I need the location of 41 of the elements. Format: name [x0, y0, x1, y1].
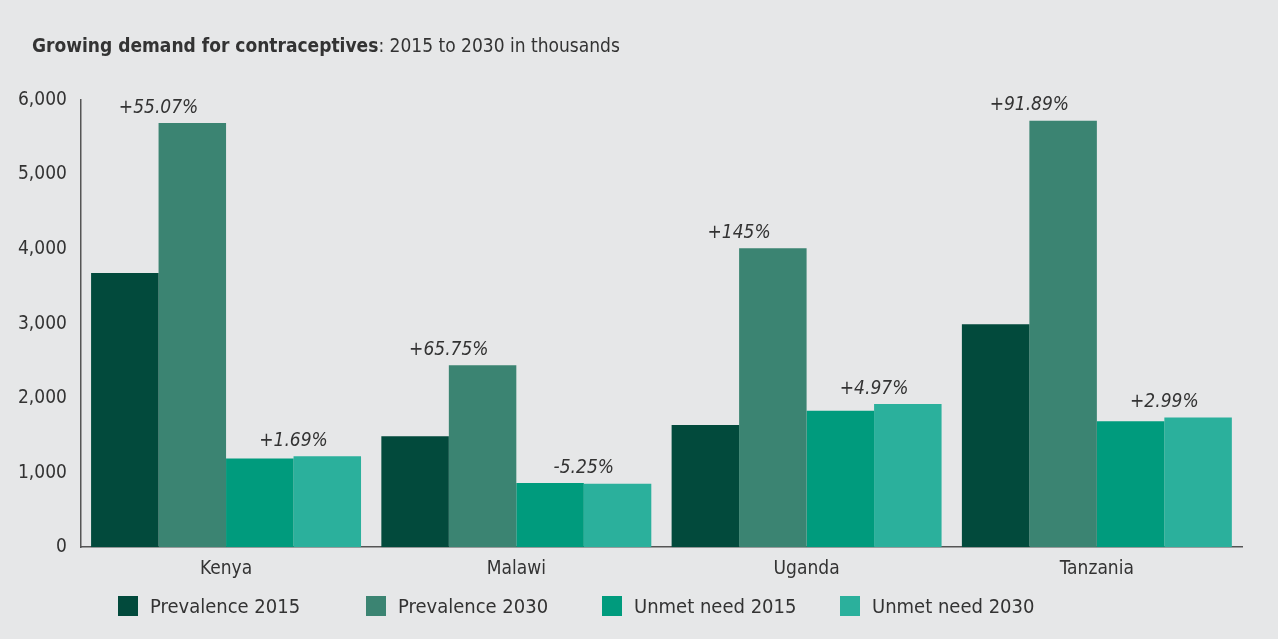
chart-subtitle: : 2015 to 2030 in thousands	[378, 34, 620, 56]
annotation: +55.07%	[118, 94, 199, 117]
legend-label: Prevalence 2030	[398, 594, 549, 618]
y-tick-label: 2,000	[18, 385, 67, 408]
bar	[516, 483, 584, 548]
y-tick-label: 5,000	[18, 161, 67, 184]
annotation: -5.25%	[553, 454, 615, 477]
annotation: +91.89%	[989, 92, 1070, 115]
x-tick-label: Uganda	[773, 555, 840, 578]
chart-title: Growing demand for contraceptives	[32, 34, 379, 56]
y-tick-label: 3,000	[18, 310, 67, 333]
y-tick-label: 0	[56, 534, 67, 557]
y-tick-label: 6,000	[18, 86, 67, 109]
annotation: +65.75%	[409, 336, 489, 359]
annotation: +1.69%	[259, 427, 328, 450]
legend-label: Unmet need 2015	[634, 594, 797, 618]
y-tick-label: 4,000	[18, 236, 67, 258]
bar	[874, 404, 942, 548]
bar	[1029, 120, 1097, 548]
bar	[381, 436, 449, 548]
x-tick-label: Malawi	[486, 555, 546, 578]
bar	[158, 123, 227, 548]
x-tick-label: Kenya	[199, 555, 253, 578]
y-tick-label: 1,000	[18, 459, 67, 482]
bar	[961, 324, 1030, 548]
legend-label: Unmet need 2030	[872, 594, 1035, 618]
annotation: +4.97%	[839, 375, 909, 398]
bar	[583, 483, 652, 548]
bar	[1164, 417, 1232, 548]
bar	[448, 365, 517, 548]
bar	[806, 410, 875, 548]
bar	[671, 424, 740, 548]
bar	[91, 272, 159, 548]
x-tick-label: Tanzania	[1058, 555, 1134, 578]
annotation: +145%	[707, 219, 771, 242]
legend-label: Prevalence 2015	[150, 594, 301, 618]
bar	[226, 458, 294, 548]
annotation: +2.99%	[1130, 388, 1199, 411]
bar	[293, 456, 362, 548]
bar	[1096, 421, 1165, 548]
bar	[739, 248, 807, 548]
